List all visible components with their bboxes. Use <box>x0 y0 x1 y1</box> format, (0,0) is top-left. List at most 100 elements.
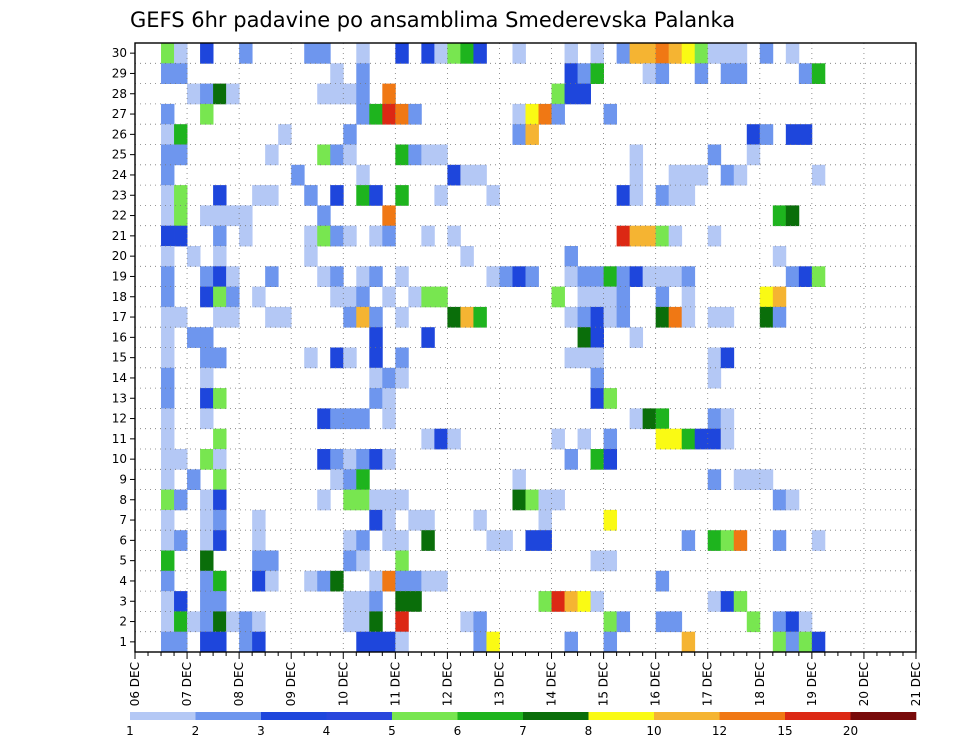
cell-m19-c27 <box>486 266 500 287</box>
cell-m1-c52 <box>811 631 826 653</box>
cell-m7-c9 <box>252 509 266 531</box>
colorbar-label: 3 <box>257 724 265 738</box>
y-tick-label: 13 <box>112 391 127 405</box>
cell-m17-c48 <box>759 306 774 328</box>
colorbar-segment <box>850 712 917 720</box>
cell-m27-c19 <box>382 103 396 125</box>
cell-m18-c9 <box>252 286 266 308</box>
cell-m17-c49 <box>772 306 787 328</box>
cell-m26-c47 <box>746 124 761 145</box>
cell-m29-c46 <box>733 63 748 84</box>
cell-m21-c37 <box>616 225 631 247</box>
cell-m12-c17 <box>356 408 370 430</box>
y-tick-label: 15 <box>112 351 127 365</box>
colorbar-label: 10 <box>646 724 661 738</box>
cell-m22-c6 <box>213 205 227 227</box>
cell-m17-c10 <box>265 306 279 328</box>
cell-m3-c20 <box>395 591 409 612</box>
cell-m2-c36 <box>603 611 618 633</box>
cell-m11-c23 <box>434 428 448 450</box>
cell-m19-c50 <box>785 266 800 287</box>
cell-m25-c38 <box>629 144 644 166</box>
cell-m15-c6 <box>213 347 227 369</box>
cell-m3-c21 <box>408 591 422 612</box>
cell-m27-c17 <box>356 103 370 125</box>
cell-m1-c20 <box>395 631 409 653</box>
cell-m3-c33 <box>564 591 578 612</box>
cell-m3-c32 <box>551 591 565 612</box>
cell-m20-c2 <box>161 246 175 267</box>
cell-m6-c44 <box>707 530 722 551</box>
cell-m27-c21 <box>408 103 422 125</box>
cell-m15-c15 <box>330 347 344 369</box>
cell-m11-c36 <box>603 428 618 450</box>
cell-m25-c47 <box>746 144 761 166</box>
cell-m28-c15 <box>330 83 344 105</box>
cell-m6-c28 <box>499 530 513 551</box>
cell-m15-c5 <box>200 347 214 369</box>
cell-m21-c2 <box>161 225 175 247</box>
cell-m18-c40 <box>655 286 670 308</box>
cell-m12-c45 <box>720 408 735 430</box>
cell-m20-c6 <box>213 246 227 267</box>
cell-m30-c33 <box>564 43 578 64</box>
cell-m18-c21 <box>408 286 422 308</box>
cell-m3-c46 <box>733 591 748 612</box>
cell-m30-c46 <box>733 43 748 64</box>
cell-m8-c14 <box>317 489 331 511</box>
cell-m23-c20 <box>395 185 409 206</box>
cell-m12-c39 <box>642 408 657 430</box>
cell-m18-c48 <box>759 286 774 308</box>
cell-m6-c17 <box>356 530 370 551</box>
cell-m16-c5 <box>200 327 214 348</box>
y-tick-label: 14 <box>112 371 127 385</box>
cell-m11-c40 <box>655 428 670 450</box>
cell-m19-c42 <box>681 266 696 287</box>
cell-m24-c42 <box>681 164 696 186</box>
cell-m4-c6 <box>213 570 227 592</box>
cell-m1-c2 <box>161 631 175 653</box>
cell-m6-c22 <box>421 530 435 551</box>
cell-m1-c49 <box>772 631 787 653</box>
colorbar-label: 1 <box>126 724 134 738</box>
cell-m9-c46 <box>733 469 748 490</box>
cell-m17-c42 <box>681 306 696 328</box>
cell-m21-c39 <box>642 225 657 247</box>
cell-m25-c15 <box>330 144 344 166</box>
cell-m9-c4 <box>187 469 201 490</box>
y-tick-label: 5 <box>119 554 127 568</box>
cell-m22-c7 <box>226 205 240 227</box>
x-tick-label: 11 DEC <box>388 662 402 706</box>
cell-m23-c40 <box>655 185 670 206</box>
cell-m30-c5 <box>200 43 214 64</box>
cell-m29-c34 <box>577 63 591 84</box>
cell-m12-c44 <box>707 408 722 430</box>
colorbar-segment <box>261 712 327 720</box>
cell-m30-c8 <box>239 43 253 64</box>
cell-m2-c26 <box>473 611 487 633</box>
cell-m12-c5 <box>200 408 214 430</box>
cell-m2-c5 <box>200 611 214 633</box>
cell-m10-c36 <box>603 449 618 470</box>
cell-m16-c38 <box>629 327 644 348</box>
cell-m18-c2 <box>161 286 175 308</box>
cell-m2-c20 <box>395 611 409 633</box>
cell-m11-c43 <box>694 428 709 450</box>
cell-m7-c2 <box>161 509 175 531</box>
cell-m28-c17 <box>356 83 370 105</box>
cell-m19-c37 <box>616 266 631 287</box>
cell-m2-c50 <box>785 611 800 633</box>
cell-m19-c30 <box>525 266 539 287</box>
cell-m19-c14 <box>317 266 331 287</box>
cell-m3-c3 <box>174 591 188 612</box>
cell-m28-c4 <box>187 83 201 105</box>
cell-m24-c12 <box>291 164 305 186</box>
cell-m28-c19 <box>382 83 396 105</box>
cell-m1-c27 <box>486 631 500 653</box>
cell-m10-c14 <box>317 449 331 470</box>
y-tick-label: 25 <box>112 148 127 162</box>
cell-m24-c26 <box>473 164 487 186</box>
cell-m1-c50 <box>785 631 800 653</box>
colorbar-label: 4 <box>323 724 331 738</box>
colorbar-segment <box>392 712 458 720</box>
